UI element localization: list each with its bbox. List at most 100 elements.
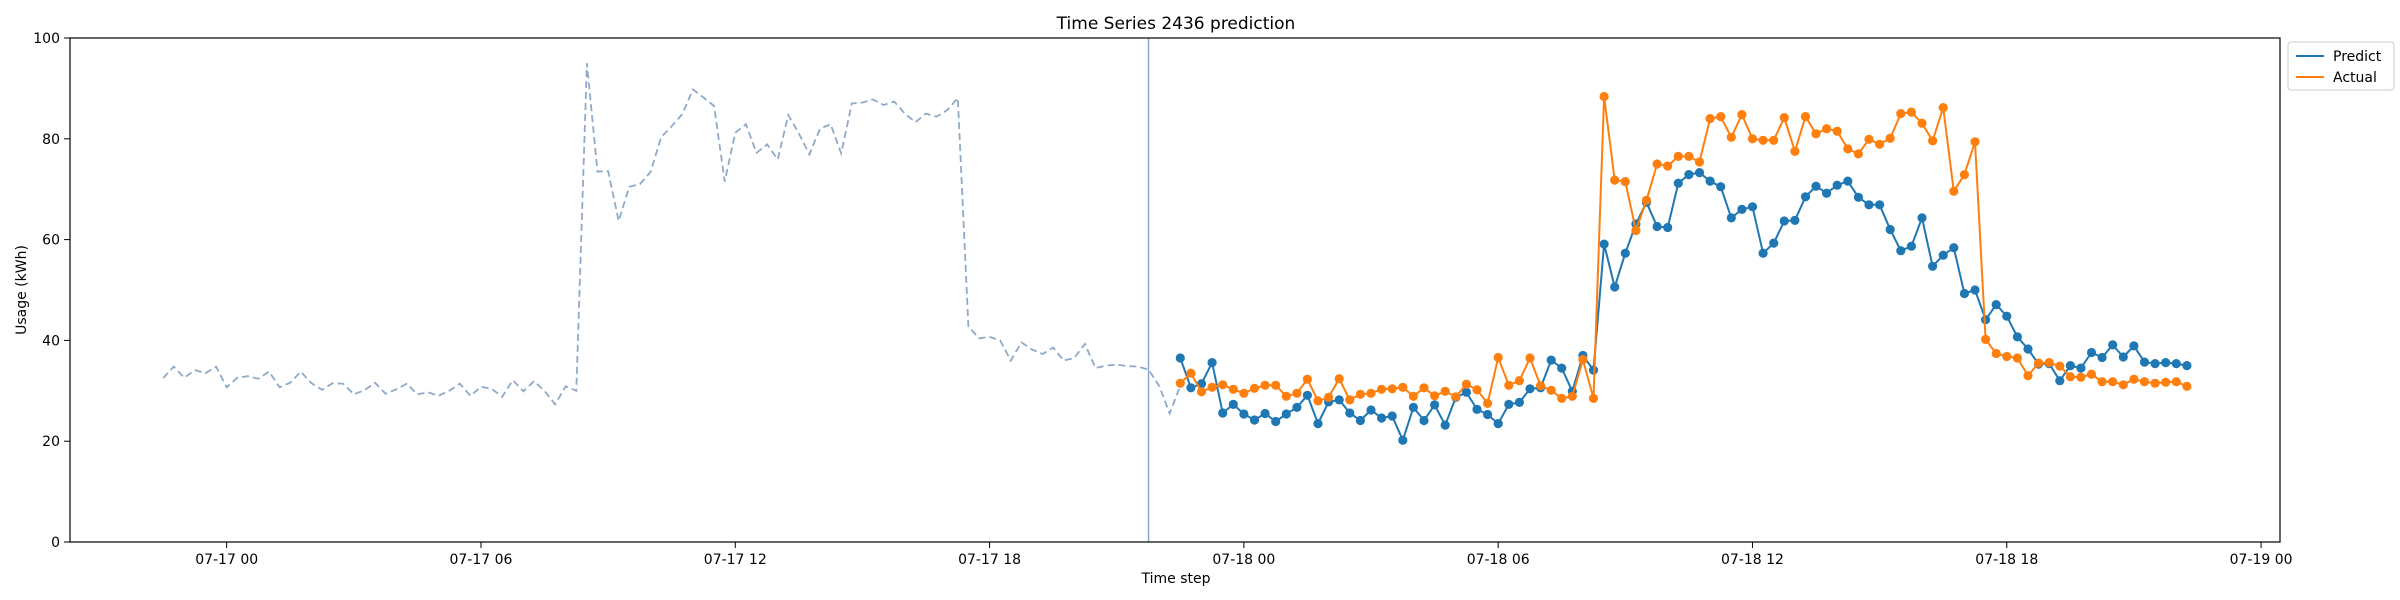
actual-point	[1843, 144, 1853, 154]
history-line	[162, 63, 1182, 417]
actual-point	[1461, 379, 1471, 389]
x-tick-label: 07-18 00	[1212, 552, 1275, 568]
actual-point	[1875, 139, 1885, 149]
y-tick-label: 20	[42, 434, 60, 450]
actual-point	[1567, 391, 1577, 401]
predict-point	[1663, 222, 1673, 233]
y-tick-label: 0	[51, 535, 60, 551]
predict-point	[1408, 402, 1418, 412]
plot-area	[162, 38, 2192, 542]
predict-point	[1843, 176, 1853, 186]
predict-point	[1737, 204, 1747, 214]
predict-point	[1991, 300, 2001, 310]
predict-point	[2086, 347, 2097, 358]
predict-point	[1557, 363, 1567, 373]
predict-point	[1239, 409, 1249, 419]
actual-point	[1355, 389, 1365, 399]
actual-point	[1631, 225, 1641, 236]
actual-point	[1938, 103, 1948, 113]
actual-point	[1366, 388, 1376, 398]
actual-point	[1822, 124, 1832, 134]
actual-point	[1514, 376, 1524, 386]
predict-point	[1483, 409, 1493, 420]
predict-point	[1705, 176, 1715, 186]
actual-point	[2086, 369, 2097, 379]
y-tick-label: 40	[42, 333, 60, 349]
actual-point	[1451, 392, 1461, 402]
actual-point	[1345, 395, 1355, 405]
y-axis-label: Usage (kWh)	[14, 245, 30, 335]
predict-point	[1228, 399, 1238, 409]
actual-point	[1885, 133, 1895, 143]
actual-point	[1917, 118, 1927, 128]
actual-point	[1408, 391, 1418, 401]
predict-point	[1249, 415, 1260, 425]
actual-point	[2129, 374, 2139, 384]
predict-point	[1525, 384, 1535, 394]
actual-point	[1652, 159, 1662, 169]
actual-point	[1832, 126, 1842, 136]
actual-point	[2161, 377, 2171, 387]
predict-point	[2118, 352, 2128, 362]
predict-point	[1875, 200, 1885, 210]
predict-point	[1419, 415, 1429, 426]
predict-point	[2002, 311, 2012, 321]
predict-point	[1853, 192, 1863, 202]
actual-point	[1525, 353, 1535, 363]
predict-point	[1864, 200, 1874, 210]
predict-point	[2012, 332, 2022, 342]
x-tick-label: 07-19 00	[2230, 552, 2293, 568]
actual-point	[1398, 382, 1408, 392]
actual-point	[1472, 385, 1482, 395]
chart-title: Time Series 2436 prediction	[1056, 14, 1296, 34]
actual-point	[1620, 177, 1630, 187]
predict-point	[1334, 395, 1344, 405]
predict-point	[1832, 180, 1842, 190]
predict-point	[1959, 288, 1969, 299]
actual-point	[1260, 380, 1270, 390]
actual-point	[2002, 351, 2012, 362]
predict-point	[2139, 357, 2150, 367]
actual-point	[1440, 386, 1450, 396]
actual-point	[1186, 368, 1196, 378]
predict-point	[2129, 341, 2139, 351]
actual-point	[1334, 374, 1344, 384]
predict-point	[2065, 361, 2075, 371]
predict-point	[1186, 383, 1196, 393]
actual-point	[1747, 134, 1758, 144]
predict-point	[2182, 361, 2192, 371]
plot-frame	[69, 37, 2281, 543]
actual-point	[1673, 151, 1683, 161]
actual-point	[2076, 372, 2086, 382]
actual-point	[1864, 134, 1874, 144]
predict-point	[1281, 409, 1291, 419]
predict-point	[1207, 358, 1217, 368]
actual-point	[1419, 383, 1429, 393]
x-tick-label: 07-17 18	[958, 552, 1021, 568]
predict-point	[1218, 408, 1228, 418]
actual-point	[1483, 398, 1493, 408]
predict-point	[2097, 352, 2107, 363]
actual-point	[1906, 107, 1916, 117]
actual-point	[1493, 352, 1503, 363]
predict-point	[2171, 359, 2181, 369]
actual-point	[2139, 377, 2150, 387]
actual-point	[1684, 151, 1694, 161]
actual-point	[1949, 186, 1959, 196]
predict-point	[1779, 216, 1789, 226]
y-tick-label: 80	[42, 132, 60, 148]
predict-point	[2108, 340, 2118, 350]
predict-point	[1811, 181, 1821, 191]
predict-point	[1769, 238, 1779, 248]
predict-point	[2055, 376, 2065, 386]
actual-point	[2171, 377, 2181, 387]
predict-point	[1514, 397, 1524, 407]
actual-point	[1853, 149, 1863, 159]
actual-point	[1737, 110, 1747, 120]
actual-point	[1663, 161, 1673, 171]
predict-point	[1387, 411, 1397, 421]
predict-point	[1906, 241, 1916, 251]
actual-point	[2055, 361, 2065, 371]
actual-point	[1557, 393, 1567, 403]
